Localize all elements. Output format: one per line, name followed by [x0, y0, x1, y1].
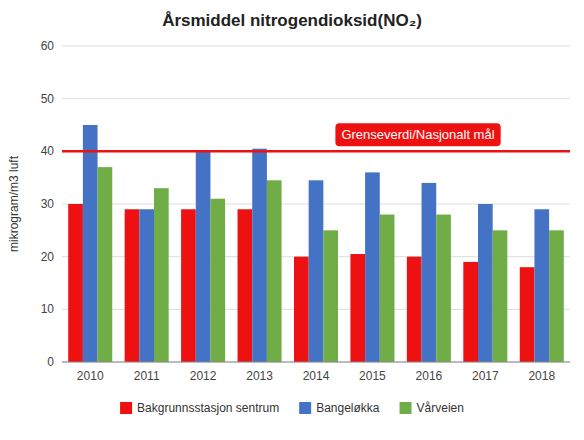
bar	[309, 180, 324, 362]
chart: Årsmiddel nitrogendioksid(NO₂) mikrogram/…	[0, 0, 584, 440]
background	[0, 0, 584, 440]
bar	[407, 257, 422, 362]
bar	[98, 167, 113, 362]
bar	[154, 188, 169, 362]
legend: Bakgrunnsstasjon sentrum Bangeløkka Vårvei…	[120, 401, 464, 415]
legend-label: Bangeløkka	[316, 401, 380, 415]
bar	[252, 149, 267, 362]
x-tick-label: 2010	[77, 369, 104, 383]
bar	[294, 257, 309, 362]
x-tick-label: 2011	[134, 369, 160, 383]
grid-line	[62, 98, 570, 99]
bar	[196, 151, 211, 362]
bar	[83, 125, 98, 362]
x-tick-label: 2015	[359, 369, 386, 383]
reference-line	[62, 150, 570, 153]
legend-swatch	[120, 402, 132, 414]
bar	[210, 199, 225, 362]
grid-line	[62, 362, 570, 363]
bar	[350, 254, 365, 362]
legend-label: Bakgrunnsstasjon sentrum	[137, 401, 279, 415]
y-tick-label: 10	[41, 302, 55, 316]
reference-line-group	[62, 151, 570, 152]
bar	[68, 204, 83, 362]
bars	[68, 125, 564, 362]
y-tick-label: 50	[41, 92, 55, 106]
x-tick-label: 2012	[190, 369, 217, 383]
x-tick-label: 2013	[246, 369, 273, 383]
bar	[463, 262, 478, 362]
bar	[478, 204, 493, 362]
bar	[520, 267, 535, 362]
legend-swatch	[299, 402, 311, 414]
bar	[323, 230, 338, 362]
x-tick-label: 2014	[303, 369, 330, 383]
bar	[125, 209, 140, 362]
bar	[380, 215, 395, 362]
y-tick-label: 0	[47, 355, 54, 369]
x-tick-label: 2018	[528, 369, 555, 383]
x-tick-label: 2016	[416, 369, 443, 383]
y-tick-label: 30	[41, 197, 55, 211]
grid-line	[62, 151, 570, 152]
bar	[365, 172, 380, 362]
y-tick-label: 60	[41, 39, 55, 53]
bar	[267, 180, 282, 362]
x-axis-line	[62, 362, 570, 363]
legend-swatch	[400, 402, 412, 414]
bar	[493, 230, 508, 362]
title: Årsmiddel nitrogendioksid(NO₂)	[162, 11, 422, 30]
x-tick-label: 2017	[472, 369, 499, 383]
grid-line	[62, 46, 570, 47]
bar	[534, 209, 549, 362]
bar	[139, 209, 154, 362]
annotation: Grenseverdi/Nasjonalt mål	[341, 127, 494, 142]
bar	[422, 183, 437, 362]
bar	[181, 209, 196, 362]
y-axis-label: mikrogram/m3 luft	[7, 155, 21, 252]
y-tick-label: 20	[41, 250, 55, 264]
annotation-box	[335, 123, 500, 146]
y-tick-label: 40	[41, 144, 55, 158]
legend-label: Vårveien	[417, 401, 464, 415]
bar	[549, 230, 564, 362]
bar	[436, 215, 451, 362]
bar	[238, 209, 253, 362]
